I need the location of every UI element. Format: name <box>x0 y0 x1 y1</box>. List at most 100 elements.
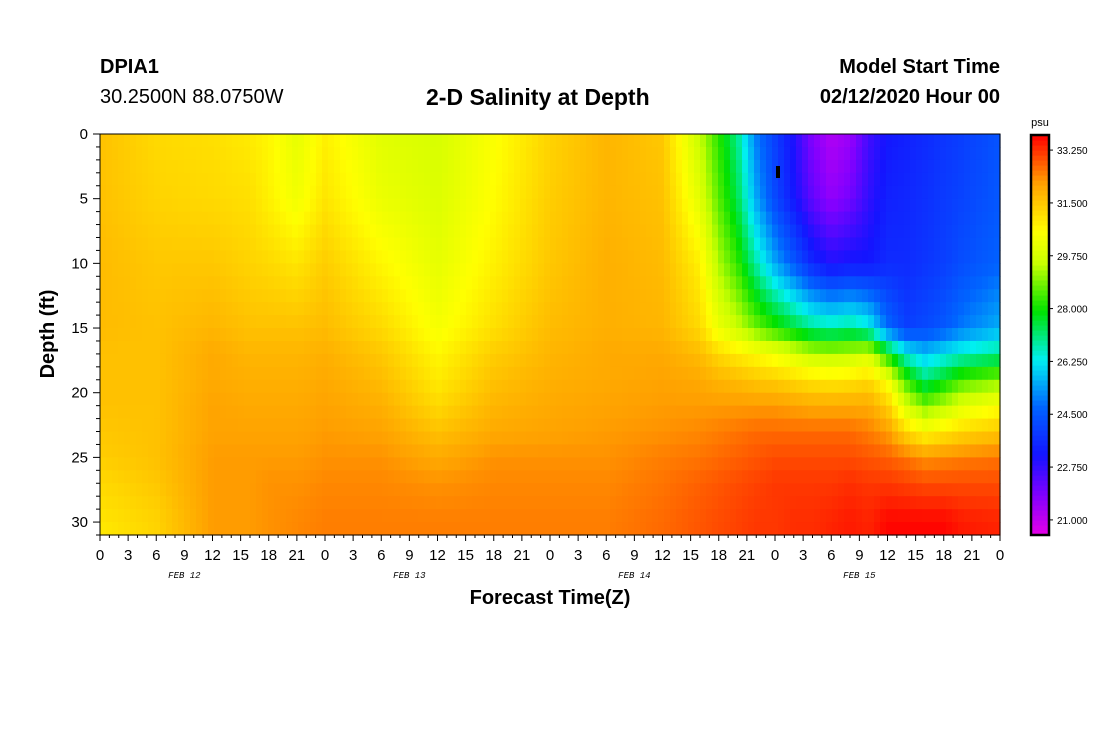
heatmap-cell <box>274 392 281 407</box>
heatmap-cell <box>412 276 419 290</box>
heatmap-cell <box>478 198 485 213</box>
heatmap-cell <box>646 444 653 458</box>
heatmap-cell <box>856 457 863 471</box>
heatmap-cell <box>292 379 299 394</box>
heatmap-cell <box>640 496 647 510</box>
heatmap-cell <box>106 159 113 174</box>
heatmap-cell <box>490 405 497 420</box>
heatmap-cell <box>382 198 389 213</box>
heatmap-cell <box>346 276 353 290</box>
heatmap-cell <box>976 353 983 368</box>
heatmap-cell <box>418 302 425 316</box>
heatmap-cell <box>952 237 959 252</box>
heatmap-cell <box>874 444 881 458</box>
heatmap-cell <box>622 263 629 277</box>
heatmap-cell <box>148 134 155 148</box>
heatmap-cell <box>850 185 857 200</box>
heatmap-cell <box>382 509 389 523</box>
heatmap-cell <box>538 379 545 394</box>
heatmap-cell <box>436 470 443 484</box>
heatmap-cell <box>748 496 755 510</box>
heatmap-cell <box>358 457 365 471</box>
heatmap-cell <box>694 302 701 316</box>
colorbar-swatch <box>1031 430 1049 436</box>
heatmap-cell <box>544 444 551 458</box>
heatmap-cell <box>214 470 221 484</box>
heatmap-cell <box>772 366 779 381</box>
heatmap-cell <box>562 522 569 536</box>
heatmap-cell <box>172 146 179 161</box>
heatmap-cell <box>112 250 119 264</box>
heatmap-cell <box>688 198 695 213</box>
heatmap-cell <box>178 379 185 394</box>
heatmap-cell <box>232 302 239 316</box>
heatmap-cell <box>850 457 857 471</box>
heatmap-cell <box>778 444 785 458</box>
heatmap-cell <box>592 159 599 174</box>
heatmap-cell <box>532 146 539 161</box>
heatmap-cell <box>976 172 983 187</box>
heatmap-cell <box>442 418 449 433</box>
heatmap-cell <box>136 431 143 446</box>
heatmap-cell <box>916 522 923 536</box>
heatmap-cell <box>112 224 119 239</box>
heatmap-cell <box>970 224 977 239</box>
heatmap-cell <box>274 366 281 381</box>
heatmap-cell <box>820 172 827 187</box>
heatmap-cell <box>580 159 587 174</box>
heatmap-cell <box>298 172 305 187</box>
colorbar-swatch <box>1031 330 1049 336</box>
heatmap-cell <box>532 276 539 290</box>
heatmap-cell <box>106 263 113 277</box>
heatmap-cell <box>250 522 257 536</box>
heatmap-cell <box>796 159 803 174</box>
heatmap-cell <box>166 250 173 264</box>
heatmap-cell <box>886 134 893 148</box>
heatmap-cell <box>340 198 347 213</box>
heatmap-cell <box>604 418 611 433</box>
heatmap-cell <box>868 496 875 510</box>
heatmap-cell <box>424 522 431 536</box>
heatmap-cell <box>340 444 347 458</box>
heatmap-cell <box>676 470 683 484</box>
heatmap-cell <box>946 250 953 264</box>
heatmap-cell <box>334 457 341 471</box>
heatmap-cell <box>694 159 701 174</box>
heatmap-cell <box>532 315 539 329</box>
heatmap-cell <box>598 289 605 303</box>
heatmap-cell <box>856 211 863 226</box>
heatmap-cell <box>232 340 239 355</box>
heatmap-cell <box>112 444 119 458</box>
heatmap-cell <box>436 172 443 187</box>
heatmap-cell <box>136 418 143 433</box>
heatmap-cell <box>580 366 587 381</box>
heatmap-cell <box>208 340 215 355</box>
heatmap-cell <box>130 302 137 316</box>
heatmap-cell <box>304 353 311 368</box>
heatmap-cell <box>766 509 773 523</box>
y-tick-label: 30 <box>71 514 88 531</box>
heatmap-cell <box>142 457 149 471</box>
heatmap-cell <box>958 315 965 329</box>
heatmap-cell <box>460 146 467 161</box>
heatmap-cell <box>664 159 671 174</box>
heatmap-cell <box>976 302 983 316</box>
heatmap-cell <box>904 444 911 458</box>
heatmap-cell <box>334 418 341 433</box>
heatmap-cell <box>196 379 203 394</box>
heatmap-cell <box>574 289 581 303</box>
heatmap-cell <box>454 366 461 381</box>
heatmap-cell <box>988 483 995 497</box>
heatmap-cell <box>280 457 287 471</box>
heatmap-cell <box>106 146 113 161</box>
heatmap-cell <box>430 289 437 303</box>
heatmap-cell <box>688 315 695 329</box>
heatmap-cell <box>952 379 959 394</box>
heatmap-cell <box>316 237 323 252</box>
heatmap-cell <box>820 315 827 329</box>
heatmap-cell <box>544 470 551 484</box>
heatmap-cell <box>274 483 281 497</box>
heatmap-cell <box>922 159 929 174</box>
heatmap-cell <box>880 366 887 381</box>
heatmap-cell <box>280 392 287 407</box>
